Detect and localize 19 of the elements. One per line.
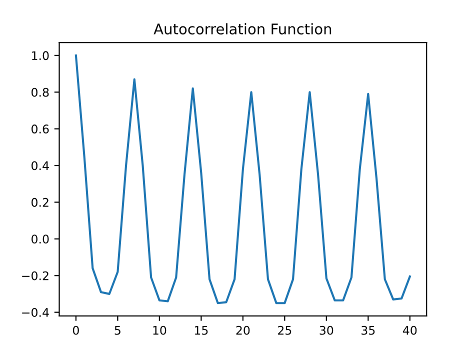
y-tick-label: 0.2 (32, 198, 48, 207)
x-tick-label: 5 (114, 326, 120, 335)
y-tick-label: 0.6 (32, 124, 49, 134)
x-tick-label: 10 (153, 326, 166, 335)
chart-title: Autocorrelation Function (154, 23, 332, 34)
y-tick-label: 0.0 (32, 234, 49, 244)
x-tick-label: 35 (362, 326, 375, 335)
x-tick-label: 20 (236, 326, 250, 335)
x-tick-label: 25 (278, 326, 292, 335)
x-tick-label: 0 (72, 326, 79, 335)
y-tick-label: 1.0 (32, 51, 49, 60)
x-tick-label: 40 (402, 326, 417, 335)
y-tick-label: 0.4 (32, 161, 49, 170)
line-series (74, 54, 411, 304)
y-tick-label: 0.8 (32, 88, 49, 97)
x-tick-label: 15 (194, 326, 208, 335)
x-tick-label: 30 (320, 326, 334, 335)
y-tick-label: −0.4 (22, 308, 49, 317)
y-tick-label: −0.2 (22, 271, 48, 280)
